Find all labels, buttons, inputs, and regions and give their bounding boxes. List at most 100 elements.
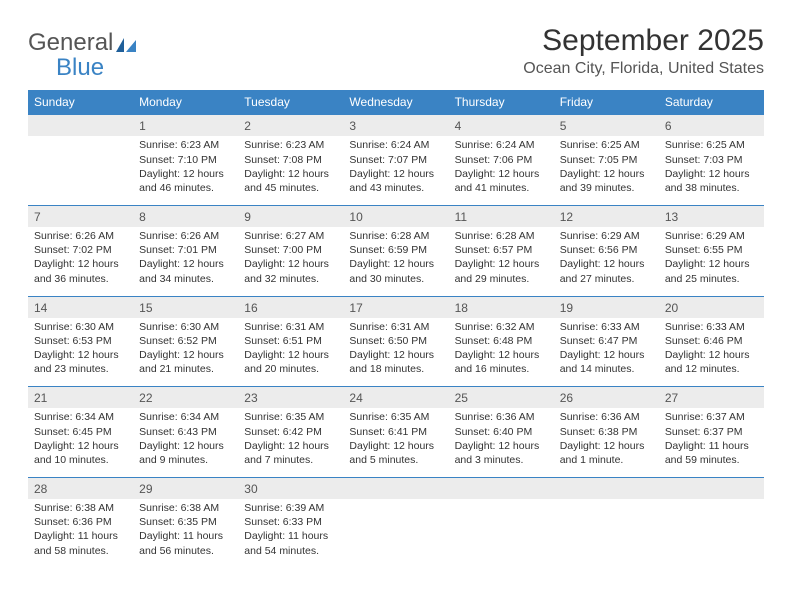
- calendar-header: SundayMondayTuesdayWednesdayThursdayFrid…: [28, 90, 764, 115]
- day-number-cell: 17: [343, 296, 448, 318]
- day-number-cell: 23: [238, 387, 343, 409]
- daylight-text: Daylight: 12 hours and 7 minutes.: [244, 439, 337, 467]
- sunset-text: Sunset: 7:00 PM: [244, 243, 337, 257]
- day-number-row: 14151617181920: [28, 296, 764, 318]
- day-data-cell: Sunrise: 6:34 AMSunset: 6:45 PMDaylight:…: [28, 408, 133, 477]
- sunset-text: Sunset: 7:03 PM: [665, 153, 758, 167]
- daylight-text: Daylight: 12 hours and 16 minutes.: [455, 348, 548, 376]
- sunset-text: Sunset: 6:59 PM: [349, 243, 442, 257]
- sunset-text: Sunset: 6:38 PM: [560, 425, 653, 439]
- daylight-text: Daylight: 12 hours and 5 minutes.: [349, 439, 442, 467]
- daylight-text: Daylight: 12 hours and 18 minutes.: [349, 348, 442, 376]
- sunset-text: Sunset: 6:43 PM: [139, 425, 232, 439]
- daylight-text: Daylight: 12 hours and 30 minutes.: [349, 257, 442, 285]
- day-data-cell: Sunrise: 6:37 AMSunset: 6:37 PMDaylight:…: [659, 408, 764, 477]
- sunrise-text: Sunrise: 6:28 AM: [349, 229, 442, 243]
- day-data-cell: Sunrise: 6:31 AMSunset: 6:51 PMDaylight:…: [238, 318, 343, 387]
- day-data-cell: Sunrise: 6:30 AMSunset: 6:53 PMDaylight:…: [28, 318, 133, 387]
- day-data-cell: [554, 499, 659, 568]
- sunrise-text: Sunrise: 6:34 AM: [34, 410, 127, 424]
- sunset-text: Sunset: 6:40 PM: [455, 425, 548, 439]
- page-title: September 2025: [523, 24, 764, 58]
- day-number-row: 78910111213: [28, 206, 764, 228]
- day-number-cell: 5: [554, 115, 659, 137]
- day-data-cell: Sunrise: 6:36 AMSunset: 6:38 PMDaylight:…: [554, 408, 659, 477]
- sunset-text: Sunset: 7:08 PM: [244, 153, 337, 167]
- day-data-row: Sunrise: 6:30 AMSunset: 6:53 PMDaylight:…: [28, 318, 764, 387]
- sunset-text: Sunset: 6:53 PM: [34, 334, 127, 348]
- sunrise-text: Sunrise: 6:30 AM: [139, 320, 232, 334]
- day-data-cell: Sunrise: 6:24 AMSunset: 7:07 PMDaylight:…: [343, 136, 448, 205]
- day-number-row: 21222324252627: [28, 387, 764, 409]
- sunset-text: Sunset: 7:02 PM: [34, 243, 127, 257]
- day-data-cell: Sunrise: 6:33 AMSunset: 6:46 PMDaylight:…: [659, 318, 764, 387]
- day-number-cell: 18: [449, 296, 554, 318]
- day-number-cell: 3: [343, 115, 448, 137]
- sunrise-text: Sunrise: 6:30 AM: [34, 320, 127, 334]
- daylight-text: Daylight: 12 hours and 43 minutes.: [349, 167, 442, 195]
- day-number-cell: 26: [554, 387, 659, 409]
- day-number-cell: 8: [133, 206, 238, 228]
- day-data-cell: Sunrise: 6:24 AMSunset: 7:06 PMDaylight:…: [449, 136, 554, 205]
- day-data-cell: Sunrise: 6:38 AMSunset: 6:35 PMDaylight:…: [133, 499, 238, 568]
- daylight-text: Daylight: 12 hours and 45 minutes.: [244, 167, 337, 195]
- day-data-cell: [343, 499, 448, 568]
- sunrise-text: Sunrise: 6:26 AM: [139, 229, 232, 243]
- calendar-table: SundayMondayTuesdayWednesdayThursdayFrid…: [28, 90, 764, 567]
- sunrise-text: Sunrise: 6:24 AM: [349, 138, 442, 152]
- logo-general: General: [28, 29, 113, 56]
- day-data-cell: Sunrise: 6:39 AMSunset: 6:33 PMDaylight:…: [238, 499, 343, 568]
- sunrise-text: Sunrise: 6:39 AM: [244, 501, 337, 515]
- sunset-text: Sunset: 7:10 PM: [139, 153, 232, 167]
- sunrise-text: Sunrise: 6:33 AM: [665, 320, 758, 334]
- daylight-text: Daylight: 12 hours and 27 minutes.: [560, 257, 653, 285]
- daylight-text: Daylight: 12 hours and 39 minutes.: [560, 167, 653, 195]
- weekday-header: Thursday: [449, 90, 554, 115]
- day-data-cell: [449, 499, 554, 568]
- daylight-text: Daylight: 12 hours and 20 minutes.: [244, 348, 337, 376]
- day-number-cell: 12: [554, 206, 659, 228]
- weekday-header: Friday: [554, 90, 659, 115]
- day-data-cell: Sunrise: 6:30 AMSunset: 6:52 PMDaylight:…: [133, 318, 238, 387]
- sunrise-text: Sunrise: 6:28 AM: [455, 229, 548, 243]
- sunrise-text: Sunrise: 6:25 AM: [665, 138, 758, 152]
- sunrise-text: Sunrise: 6:36 AM: [560, 410, 653, 424]
- sunrise-text: Sunrise: 6:37 AM: [665, 410, 758, 424]
- day-data-cell: [659, 499, 764, 568]
- logo-text: General Blue: [28, 30, 138, 80]
- day-number-cell: 22: [133, 387, 238, 409]
- day-data-cell: Sunrise: 6:25 AMSunset: 7:03 PMDaylight:…: [659, 136, 764, 205]
- day-data-cell: Sunrise: 6:38 AMSunset: 6:36 PMDaylight:…: [28, 499, 133, 568]
- day-number-cell: 16: [238, 296, 343, 318]
- daylight-text: Daylight: 12 hours and 9 minutes.: [139, 439, 232, 467]
- day-data-cell: Sunrise: 6:32 AMSunset: 6:48 PMDaylight:…: [449, 318, 554, 387]
- logo: General Blue: [28, 24, 138, 80]
- sunrise-text: Sunrise: 6:36 AM: [455, 410, 548, 424]
- day-number-cell: 7: [28, 206, 133, 228]
- sunset-text: Sunset: 6:33 PM: [244, 515, 337, 529]
- daylight-text: Daylight: 11 hours and 59 minutes.: [665, 439, 758, 467]
- sunset-text: Sunset: 6:51 PM: [244, 334, 337, 348]
- weekday-header: Tuesday: [238, 90, 343, 115]
- daylight-text: Daylight: 12 hours and 29 minutes.: [455, 257, 548, 285]
- sunrise-text: Sunrise: 6:25 AM: [560, 138, 653, 152]
- day-number-cell: 11: [449, 206, 554, 228]
- day-number-cell: 24: [343, 387, 448, 409]
- day-data-cell: Sunrise: 6:23 AMSunset: 7:08 PMDaylight:…: [238, 136, 343, 205]
- day-number-cell: [554, 478, 659, 500]
- daylight-text: Daylight: 12 hours and 25 minutes.: [665, 257, 758, 285]
- daylight-text: Daylight: 11 hours and 58 minutes.: [34, 529, 127, 557]
- day-data-cell: Sunrise: 6:34 AMSunset: 6:43 PMDaylight:…: [133, 408, 238, 477]
- daylight-text: Daylight: 12 hours and 36 minutes.: [34, 257, 127, 285]
- daylight-text: Daylight: 12 hours and 14 minutes.: [560, 348, 653, 376]
- day-number-cell: 20: [659, 296, 764, 318]
- daylight-text: Daylight: 12 hours and 1 minute.: [560, 439, 653, 467]
- day-data-cell: Sunrise: 6:28 AMSunset: 6:57 PMDaylight:…: [449, 227, 554, 296]
- day-number-cell: 9: [238, 206, 343, 228]
- sunrise-text: Sunrise: 6:23 AM: [139, 138, 232, 152]
- day-number-row: 123456: [28, 115, 764, 137]
- day-data-cell: Sunrise: 6:28 AMSunset: 6:59 PMDaylight:…: [343, 227, 448, 296]
- sunset-text: Sunset: 6:45 PM: [34, 425, 127, 439]
- day-number-cell: 27: [659, 387, 764, 409]
- sunrise-text: Sunrise: 6:26 AM: [34, 229, 127, 243]
